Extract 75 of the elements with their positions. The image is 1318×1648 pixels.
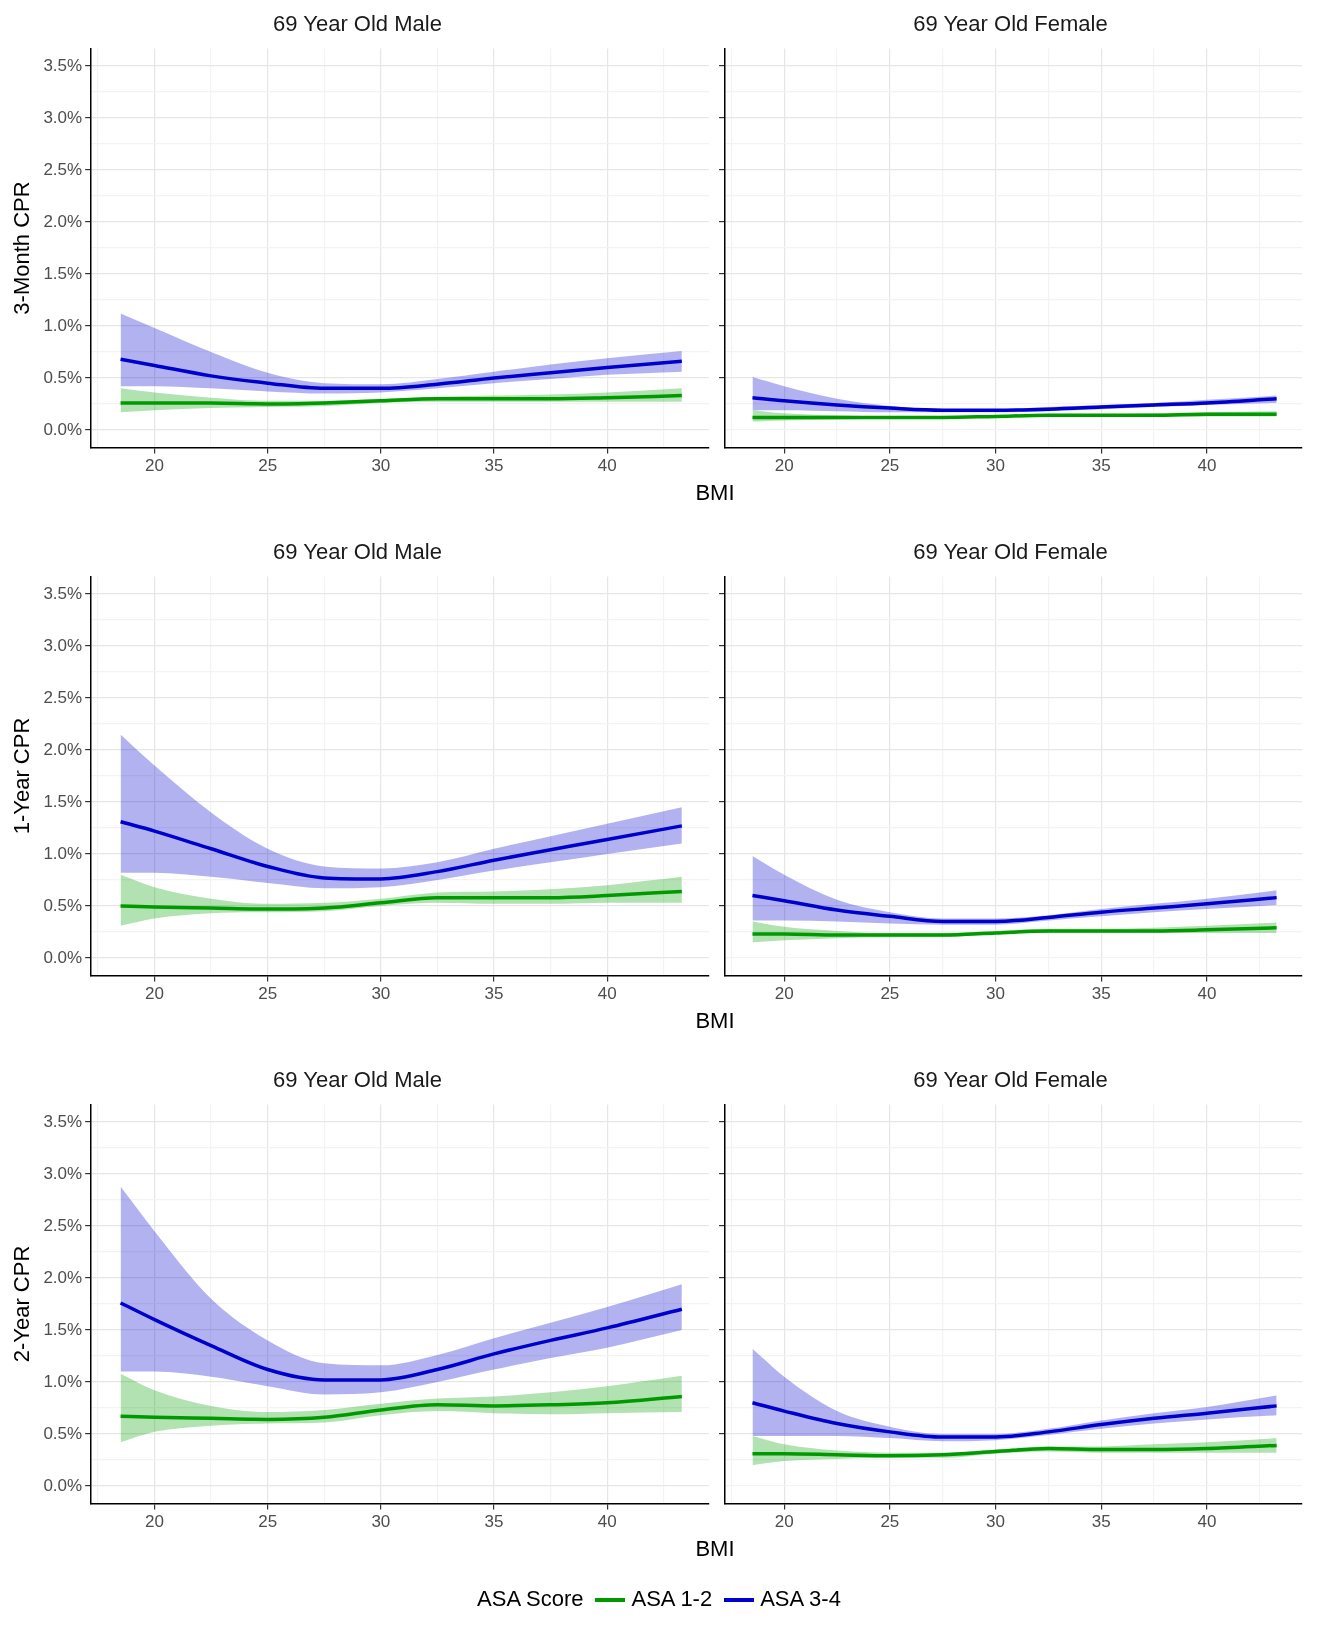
y-axis-title: 1-Year CPR xyxy=(9,717,35,835)
x-tick-label: 20 xyxy=(774,1512,794,1532)
y-tick-label: 3.0% xyxy=(43,107,83,127)
y-tick-label: 1.0% xyxy=(43,843,83,863)
x-tick-label: 20 xyxy=(145,1512,164,1532)
x-tick-label: 35 xyxy=(484,984,504,1004)
x-tick-label: 40 xyxy=(597,984,617,1004)
chart-title: 69 Year Old Female xyxy=(913,11,1108,37)
line-series xyxy=(118,819,684,881)
y-tick-label: 2.0% xyxy=(43,211,83,231)
y-tick-label: 3.5% xyxy=(43,55,83,75)
y-tick-label: 2.5% xyxy=(43,159,83,179)
y-axis-title: 2-Year CPR xyxy=(9,1245,35,1363)
x-tick-label: 25 xyxy=(258,1512,278,1532)
y-tick-label: 3.5% xyxy=(43,583,83,603)
y-tick-label: 0.5% xyxy=(43,895,83,915)
x-tick-label: 20 xyxy=(145,984,164,1004)
x-tick-label: 35 xyxy=(1091,1512,1111,1532)
legend-label: ASA 1-2 xyxy=(630,1586,713,1612)
x-tick-label: 40 xyxy=(597,456,617,476)
x-tick-label: 40 xyxy=(1197,984,1217,1004)
x-tick-label: 40 xyxy=(1197,456,1217,476)
x-tick-label: 25 xyxy=(880,456,900,476)
y-axis-title: 3-Month CPR xyxy=(9,181,35,315)
y-tick-label: 2.0% xyxy=(43,739,83,759)
y-tick-label: 2.5% xyxy=(43,687,83,707)
x-tick-label: 40 xyxy=(597,1512,617,1532)
y-tick-label: 0.0% xyxy=(43,1475,83,1495)
y-tick-label: 1.0% xyxy=(43,1371,83,1391)
x-tick-label: 40 xyxy=(1197,1512,1217,1532)
x-tick-label: 35 xyxy=(1091,984,1111,1004)
x-tick-label: 30 xyxy=(371,1512,391,1532)
y-tick-label: 1.0% xyxy=(43,315,83,335)
x-tick-label: 30 xyxy=(371,456,391,476)
x-tick-label: 30 xyxy=(986,1512,1005,1532)
x-tick-label: 30 xyxy=(371,984,391,1004)
x-tick-label: 35 xyxy=(484,1512,504,1532)
x-tick-label: 20 xyxy=(145,456,164,476)
line-series xyxy=(118,1394,684,1422)
y-tick-label: 0.0% xyxy=(43,947,83,967)
x-tick-label: 35 xyxy=(1091,456,1111,476)
chart-title: 69 Year Old Male xyxy=(273,1067,442,1093)
y-tick-label: 0.0% xyxy=(43,419,83,439)
legend-title: ASA Score xyxy=(477,1586,584,1612)
y-tick-label: 1.5% xyxy=(43,1319,83,1339)
y-tick-label: 2.5% xyxy=(43,1215,83,1235)
line-series xyxy=(118,357,684,391)
line-series xyxy=(118,393,684,406)
chart-title: 69 Year Old Male xyxy=(273,11,442,37)
y-tick-label: 3.0% xyxy=(43,635,83,655)
legend-label: ASA 3-4 xyxy=(759,1586,841,1612)
x-axis-title: BMI xyxy=(694,1008,736,1035)
y-tick-label: 3.0% xyxy=(43,1163,83,1183)
x-tick-label: 25 xyxy=(880,984,900,1004)
y-tick-label: 2.0% xyxy=(43,1267,83,1287)
chart-title: 69 Year Old Female xyxy=(913,1067,1108,1093)
y-tick-label: 1.5% xyxy=(43,263,83,283)
x-tick-label: 35 xyxy=(484,456,504,476)
y-tick-label: 0.5% xyxy=(43,367,83,387)
chart-title: 69 Year Old Male xyxy=(273,539,442,565)
x-tick-label: 30 xyxy=(986,456,1005,476)
x-tick-label: 30 xyxy=(986,984,1005,1004)
x-tick-label: 25 xyxy=(880,1512,900,1532)
x-tick-label: 20 xyxy=(774,984,794,1004)
y-tick-label: 3.5% xyxy=(43,1111,83,1131)
y-tick-label: 1.5% xyxy=(43,791,83,811)
x-axis-title: BMI xyxy=(694,1536,736,1563)
line-series xyxy=(118,889,684,911)
chart-title: 69 Year Old Female xyxy=(913,539,1108,565)
x-axis-title: BMI xyxy=(694,480,736,507)
line-series xyxy=(118,1301,684,1382)
x-tick-label: 20 xyxy=(774,456,794,476)
x-tick-label: 25 xyxy=(258,984,278,1004)
x-tick-label: 25 xyxy=(258,456,278,476)
y-tick-label: 0.5% xyxy=(43,1423,83,1443)
